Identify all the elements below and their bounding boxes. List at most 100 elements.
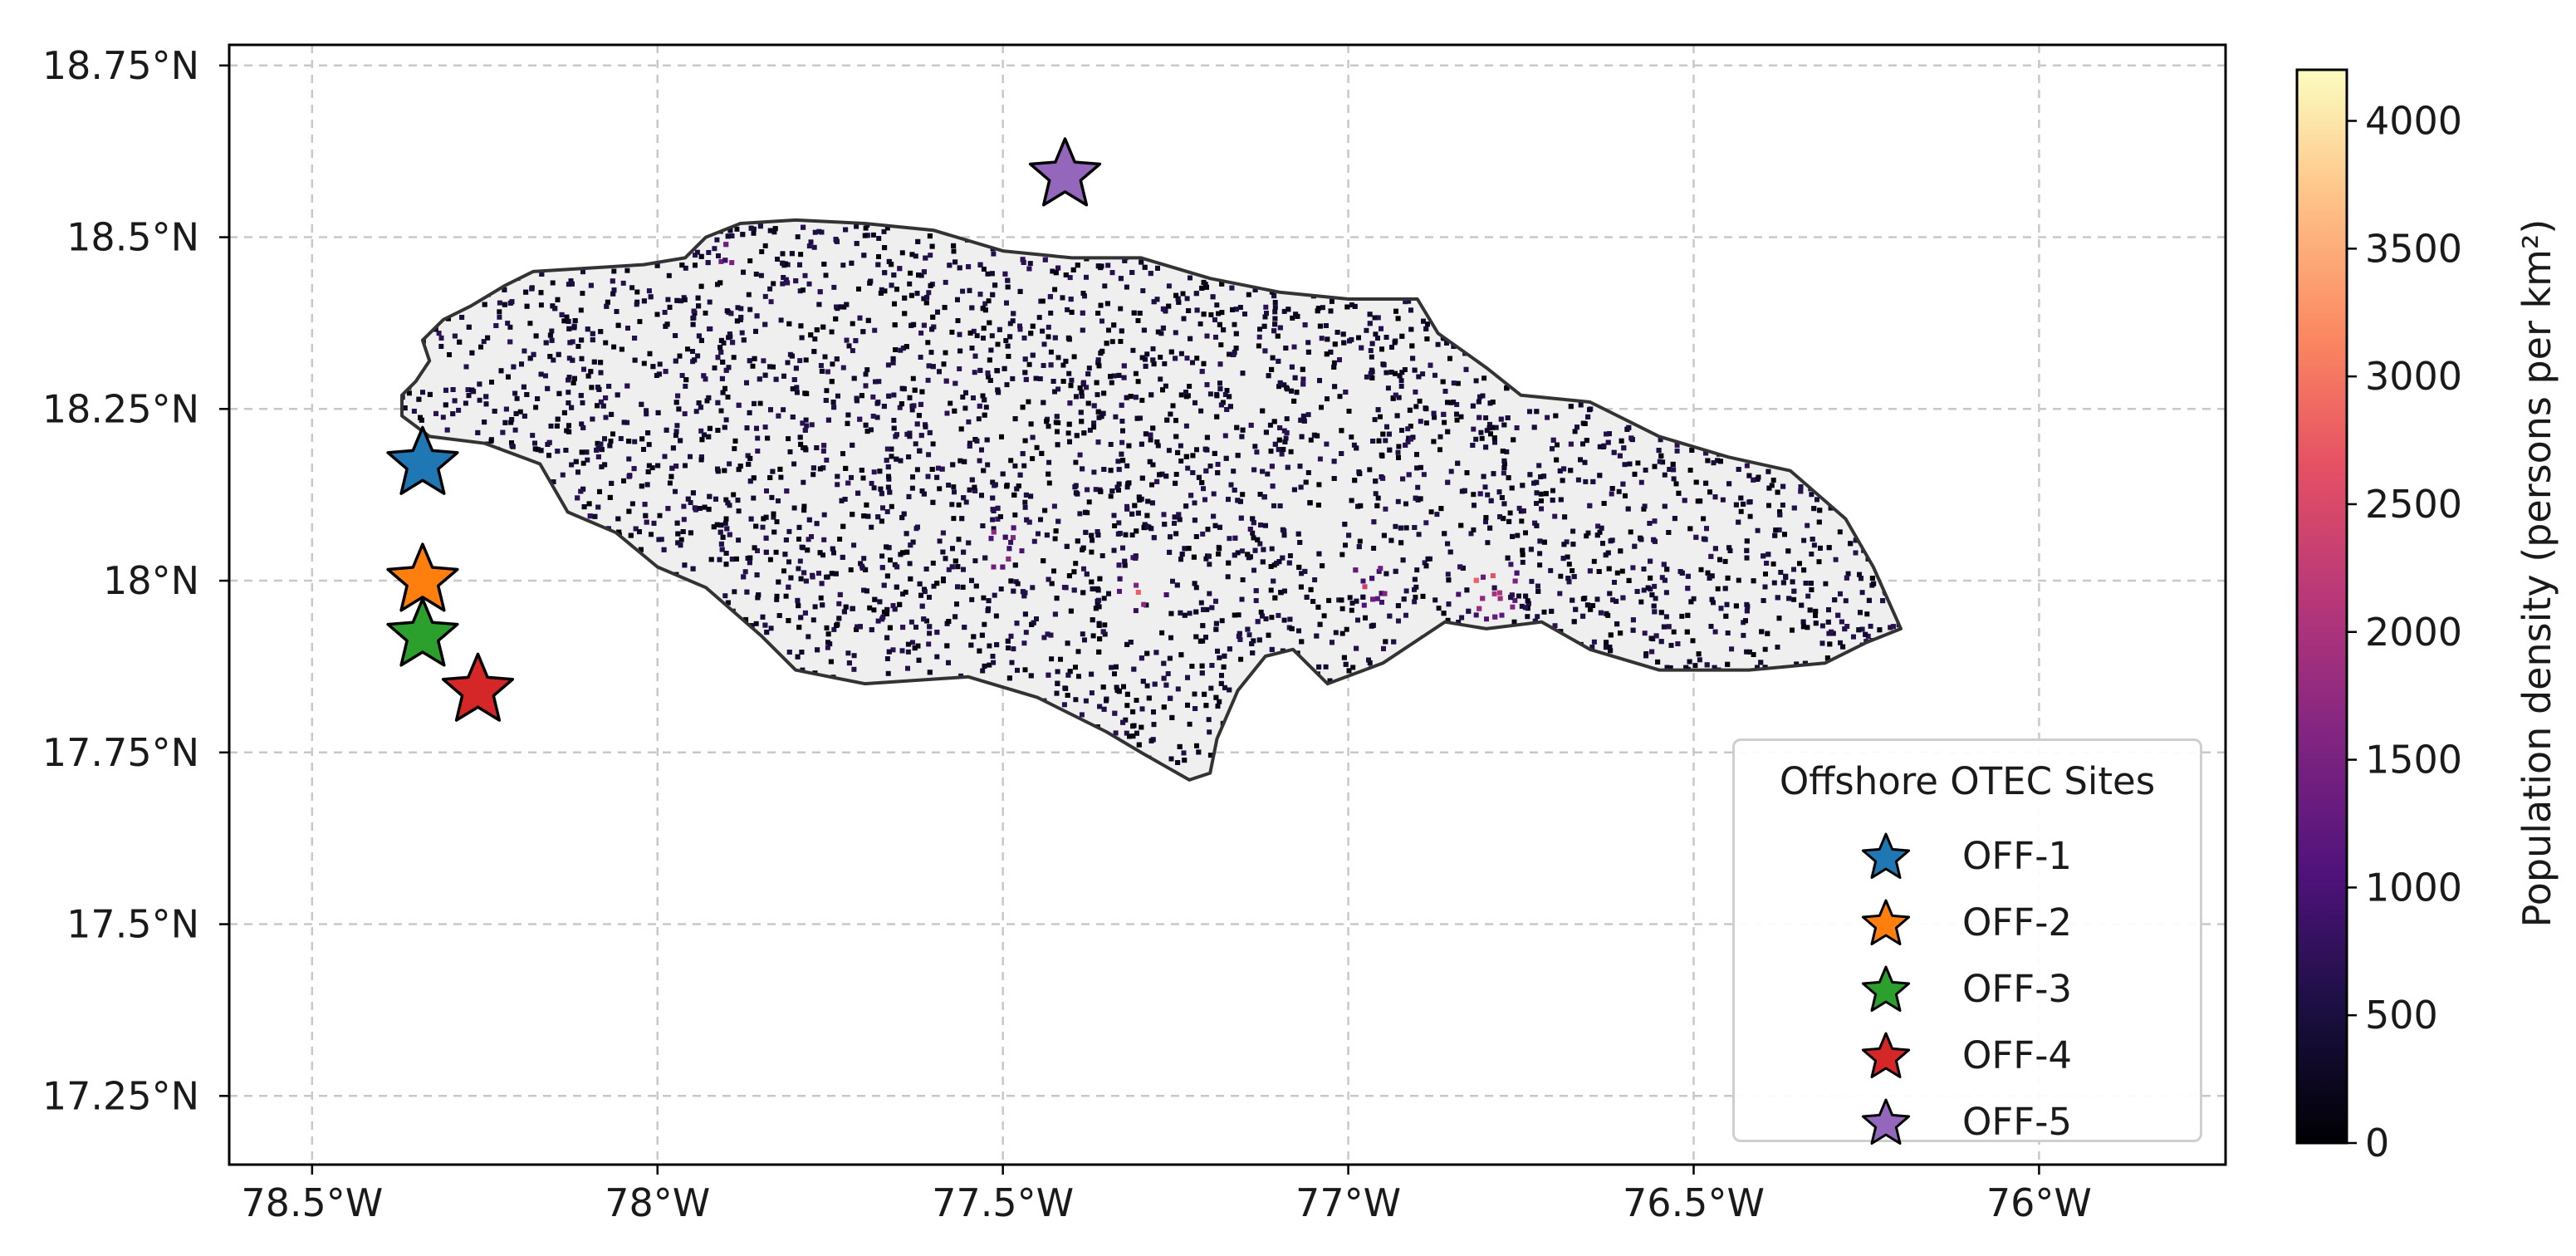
- density-cell: [1715, 684, 1720, 689]
- density-cell: [1421, 735, 1426, 740]
- density-cell: [404, 731, 409, 736]
- density-cell: [1178, 459, 1183, 464]
- density-cell: [664, 691, 669, 696]
- density-cell: [1457, 758, 1462, 763]
- density-cell: [1081, 229, 1086, 234]
- density-cell: [629, 549, 634, 554]
- density-cell: [536, 630, 541, 635]
- density-cell: [1614, 218, 1619, 223]
- density-cell: [804, 357, 809, 362]
- density-cell: [905, 666, 910, 671]
- density-cell: [1758, 714, 1763, 719]
- density-cell: [467, 509, 472, 514]
- density-cell: [977, 416, 982, 421]
- density-cell: [538, 547, 543, 552]
- density-cell: [1852, 273, 1857, 278]
- density-cell: [463, 512, 468, 517]
- density-cell: [1241, 774, 1246, 779]
- density-cell: [519, 599, 524, 604]
- density-cell: [587, 758, 592, 763]
- density-cell: [507, 499, 512, 504]
- density-cell: [507, 540, 512, 545]
- density-cell: [1441, 767, 1446, 772]
- density-cell: [619, 603, 624, 608]
- density-cell: [592, 228, 597, 233]
- density-cell: [1314, 212, 1319, 217]
- density-cell: [524, 257, 529, 262]
- density-cell: [999, 586, 1004, 591]
- density-cell: [1216, 462, 1221, 467]
- density-cell: [1902, 604, 1907, 609]
- density-cell: [1151, 346, 1156, 351]
- density-cell: [1582, 698, 1587, 703]
- density-cell: [1883, 438, 1888, 443]
- density-cell: [1290, 707, 1295, 712]
- density-cell: [1875, 446, 1880, 451]
- density-cell: [1080, 774, 1085, 779]
- density-cell: [1834, 557, 1839, 562]
- density-cell: [673, 755, 678, 760]
- density-cell: [1771, 478, 1776, 483]
- density-cell: [459, 591, 464, 596]
- density-cell: [536, 512, 541, 517]
- density-cell: [1772, 581, 1777, 586]
- density-cell: [1772, 714, 1777, 719]
- density-cell: [1815, 278, 1820, 283]
- density-cell: [768, 557, 773, 562]
- density-cell: [784, 594, 789, 599]
- density-cell: [1106, 780, 1111, 785]
- density-cell: [1485, 493, 1490, 498]
- density-cell: [571, 615, 576, 620]
- density-cell: [609, 571, 614, 576]
- density-cell: [1267, 729, 1272, 733]
- density-cell: [1084, 699, 1089, 704]
- density-cell: [1653, 210, 1658, 215]
- density-cell: [1730, 337, 1735, 342]
- density-cell: [472, 616, 477, 621]
- density-cell: [1537, 551, 1542, 556]
- density-cell: [1640, 213, 1645, 218]
- density-cell: [1371, 758, 1376, 763]
- density-cell: [1845, 358, 1850, 363]
- density-cell: [1547, 655, 1552, 660]
- density-cell: [1638, 600, 1643, 605]
- density-cell: [1807, 680, 1812, 684]
- density-cell: [1430, 766, 1435, 771]
- density-cell: [1790, 262, 1795, 267]
- density-cell: [1609, 332, 1614, 337]
- density-cell: [930, 743, 935, 748]
- density-cell: [1800, 462, 1805, 467]
- density-cell: [1912, 493, 1917, 498]
- density-cell: [386, 604, 391, 609]
- density-cell: [588, 666, 593, 671]
- density-cell: [1297, 662, 1302, 667]
- density-cell: [416, 298, 421, 303]
- density-cell: [723, 521, 728, 526]
- density-cell: [1119, 762, 1124, 767]
- density-cell: [592, 785, 597, 790]
- density-cell: [409, 724, 414, 729]
- density-cell: [1439, 630, 1444, 635]
- density-cell: [1299, 224, 1304, 229]
- density-cell: [1015, 771, 1020, 776]
- density-cell: [869, 731, 874, 736]
- density-cell: [902, 758, 907, 763]
- density-cell: [501, 601, 506, 606]
- density-cell: [1118, 780, 1123, 785]
- density-cell: [444, 647, 449, 652]
- density-cell: [645, 724, 650, 729]
- density-cell: [1596, 698, 1601, 703]
- density-cell: [566, 734, 571, 739]
- density-cell: [1872, 500, 1877, 505]
- density-cell: [1557, 591, 1562, 596]
- density-cell: [1626, 670, 1631, 675]
- density-cell: [1908, 275, 1913, 280]
- density-cell: [844, 694, 849, 699]
- density-cell: [1471, 427, 1476, 432]
- density-cell: [824, 272, 829, 277]
- density-cell: [886, 362, 891, 367]
- density-cell: [747, 633, 752, 638]
- density-cell: [609, 260, 614, 265]
- density-cell: [1070, 781, 1075, 786]
- density-cell: [1796, 259, 1801, 264]
